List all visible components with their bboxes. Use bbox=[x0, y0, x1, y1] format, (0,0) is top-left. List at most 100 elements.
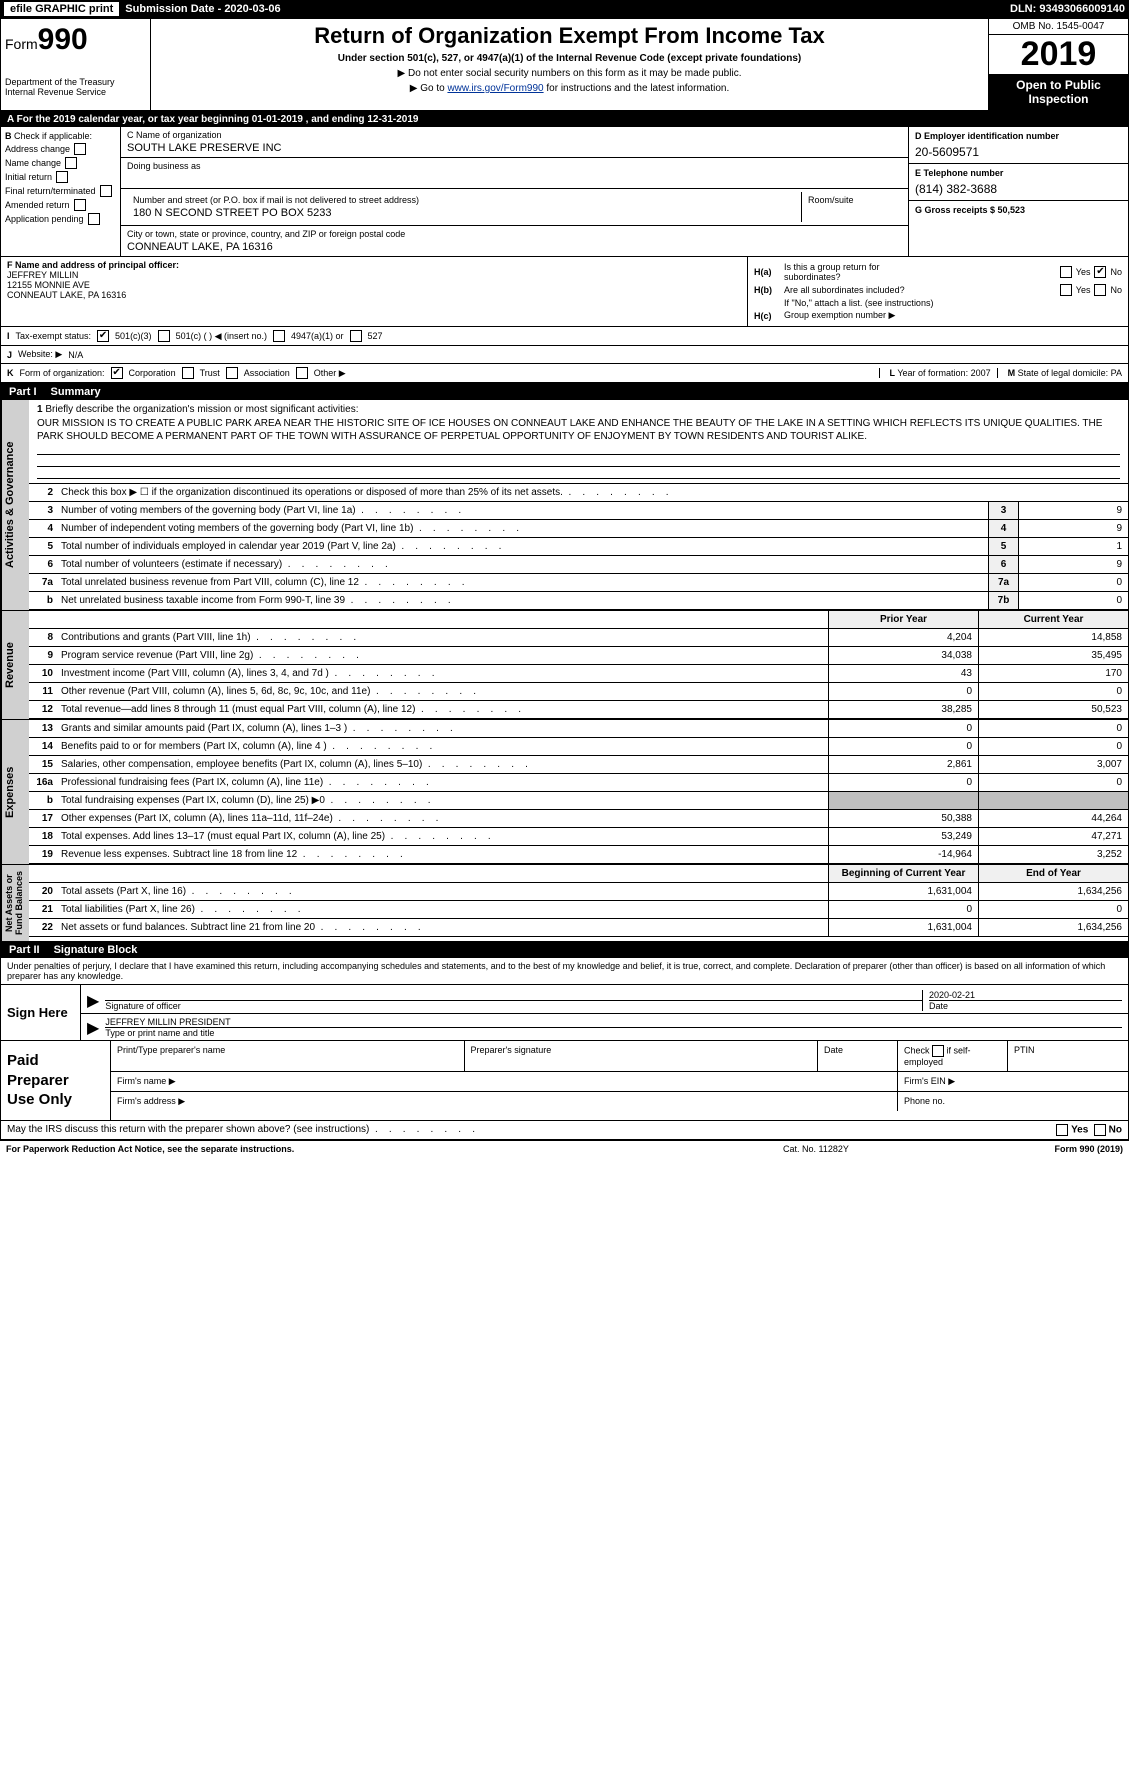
summary-row: 2Check this box ▶ ☐ if the organization … bbox=[29, 484, 1128, 502]
527-checkbox[interactable] bbox=[350, 330, 362, 342]
financial-row: 19Revenue less expenses. Subtract line 1… bbox=[29, 846, 1128, 864]
addr-label: Number and street (or P.O. box if mail i… bbox=[133, 195, 795, 205]
dln: DLN: 93493066009140 bbox=[1010, 3, 1125, 15]
paid-preparer-block: Paid Preparer Use Only Print/Type prepar… bbox=[1, 1041, 1128, 1121]
financial-row: bTotal fundraising expenses (Part IX, co… bbox=[29, 792, 1128, 810]
financial-row: 13Grants and similar amounts paid (Part … bbox=[29, 720, 1128, 738]
org-name: SOUTH LAKE PRESERVE INC bbox=[127, 142, 902, 154]
discuss-no-checkbox[interactable] bbox=[1094, 1124, 1106, 1136]
omb-number: OMB No. 1545-0047 bbox=[989, 19, 1128, 35]
h-block: H(a) Is this a group return for subordin… bbox=[748, 257, 1128, 326]
officer-name: JEFFREY MILLIN bbox=[7, 270, 741, 280]
f-block: F Name and address of principal officer:… bbox=[1, 257, 748, 326]
b-checkbox[interactable] bbox=[65, 157, 77, 169]
part-1-header: Part I Summary bbox=[1, 384, 1128, 400]
ein-value: 20-5609571 bbox=[915, 145, 1122, 159]
header-mid: Return of Organization Exempt From Incom… bbox=[151, 19, 988, 110]
phone-value: (814) 382-3688 bbox=[915, 182, 1122, 196]
ein-label: D Employer identification number bbox=[915, 131, 1122, 141]
501c-checkbox[interactable] bbox=[158, 330, 170, 342]
signature-intro: Under penalties of perjury, I declare th… bbox=[1, 958, 1128, 985]
ha-yes-checot bbox=[1060, 266, 1072, 278]
form-subtitle: Under section 501(c), 527, or 4947(a)(1)… bbox=[159, 53, 980, 64]
b-checkbox[interactable] bbox=[74, 199, 86, 211]
b-checkbox[interactable] bbox=[56, 171, 68, 183]
prior-year-header: Prior Year bbox=[828, 611, 978, 628]
phone-label: E Telephone number bbox=[915, 168, 1122, 178]
mission-text: OUR MISSION IS TO CREATE A PUBLIC PARK A… bbox=[37, 417, 1120, 443]
financial-row: 12Total revenue—add lines 8 through 11 (… bbox=[29, 701, 1128, 719]
gross-receipts: G Gross receipts $ 50,523 bbox=[915, 205, 1122, 215]
b-checkbox[interactable] bbox=[100, 185, 112, 197]
summary-row: 5Total number of individuals employed in… bbox=[29, 538, 1128, 556]
financial-row: 22Net assets or fund balances. Subtract … bbox=[29, 919, 1128, 937]
financial-row: 8Contributions and grants (Part VIII, li… bbox=[29, 629, 1128, 647]
open-to-public: Open to Public Inspection bbox=[989, 74, 1128, 110]
vtab-revenue: Revenue bbox=[1, 611, 29, 719]
name-arrow-icon: ▶ bbox=[87, 1018, 99, 1038]
form-990: Form990 Department of the Treasury Inter… bbox=[0, 18, 1129, 1141]
ijkl-block: I Tax-exempt status: 501(c)(3) 501(c) ( … bbox=[1, 327, 1128, 384]
vtab-net-assets: Net Assets or Fund Balances bbox=[1, 865, 29, 941]
city-label: City or town, state or province, country… bbox=[127, 229, 902, 239]
irs-link[interactable]: www.irs.gov/Form990 bbox=[447, 83, 543, 94]
financial-row: 20Total assets (Part X, line 16)1,631,00… bbox=[29, 883, 1128, 901]
form-title: Return of Organization Exempt From Incom… bbox=[159, 23, 980, 49]
vtab-governance: Activities & Governance bbox=[1, 400, 29, 610]
assoc-checkbox[interactable] bbox=[226, 367, 238, 379]
financial-row: 10Investment income (Part VIII, column (… bbox=[29, 665, 1128, 683]
officer-name-title: JEFFREY MILLIN PRESIDENT bbox=[105, 1017, 1122, 1028]
summary-row: 3Number of voting members of the governi… bbox=[29, 502, 1128, 520]
current-year-header: Current Year bbox=[978, 611, 1128, 628]
corp-checkbox[interactable] bbox=[111, 367, 123, 379]
financial-row: 11Other revenue (Part VIII, column (A), … bbox=[29, 683, 1128, 701]
ha-no-checkbox[interactable] bbox=[1094, 266, 1106, 278]
street-address: 180 N SECOND STREET PO BOX 5233 bbox=[133, 207, 795, 219]
financial-row: 15Salaries, other compensation, employee… bbox=[29, 756, 1128, 774]
form-prefix: Form bbox=[5, 36, 38, 52]
city-state-zip: CONNEAUT LAKE, PA 16316 bbox=[127, 241, 902, 253]
discuss-yes-checkbox[interactable] bbox=[1056, 1124, 1068, 1136]
submission-date: Submission Date - 2020-03-06 bbox=[125, 3, 280, 15]
summary-row: 4Number of independent voting members of… bbox=[29, 520, 1128, 538]
note-goto: ▶ Go to www.irs.gov/Form990 for instruct… bbox=[159, 83, 980, 94]
note-ssn: ▶ Do not enter social security numbers o… bbox=[159, 68, 980, 79]
b-checkbox[interactable] bbox=[88, 213, 100, 225]
col-b-checkboxes: B Check if applicable: Address changeNam… bbox=[1, 127, 121, 256]
efile-badge: efile GRAPHIC print bbox=[4, 2, 119, 16]
b-checkbox[interactable] bbox=[74, 143, 86, 155]
hb-no-checkbox[interactable] bbox=[1094, 284, 1106, 296]
org-name-label: C Name of organization bbox=[127, 130, 902, 140]
part-2-header: Part II Signature Block bbox=[1, 942, 1128, 958]
self-employed-checkbox[interactable] bbox=[932, 1045, 944, 1057]
financial-row: 16aProfessional fundraising fees (Part I… bbox=[29, 774, 1128, 792]
officer-addr2: CONNEAUT LAKE, PA 16316 bbox=[7, 290, 741, 300]
col-d-ein-phone: D Employer identification number 20-5609… bbox=[908, 127, 1128, 256]
summary-row: 7aTotal unrelated business revenue from … bbox=[29, 574, 1128, 592]
financial-row: 17Other expenses (Part IX, column (A), l… bbox=[29, 810, 1128, 828]
mission-block: 1 Briefly describe the organization's mi… bbox=[29, 400, 1128, 484]
501c3-checkbox[interactable] bbox=[97, 330, 109, 342]
officer-addr1: 12155 MONNIE AVE bbox=[7, 280, 741, 290]
col-c-org-info: C Name of organization SOUTH LAKE PRESER… bbox=[121, 127, 908, 256]
section-bcd: B Check if applicable: Address changeNam… bbox=[1, 127, 1128, 257]
trust-checkbox[interactable] bbox=[182, 367, 194, 379]
end-year-header: End of Year bbox=[978, 865, 1128, 882]
vtab-expenses: Expenses bbox=[1, 720, 29, 864]
hb-yes-checkbox[interactable] bbox=[1060, 284, 1072, 296]
row-a-tax-year: A For the 2019 calendar year, or tax yea… bbox=[1, 112, 1128, 127]
financial-row: 18Total expenses. Add lines 13–17 (must … bbox=[29, 828, 1128, 846]
website-value: N/A bbox=[68, 350, 83, 360]
discuss-row: May the IRS discuss this return with the… bbox=[1, 1121, 1128, 1140]
begin-year-header: Beginning of Current Year bbox=[828, 865, 978, 882]
dept-treasury: Department of the Treasury Internal Reve… bbox=[5, 77, 146, 97]
signature-arrow-icon: ▶ bbox=[87, 991, 99, 1011]
f-h-row: F Name and address of principal officer:… bbox=[1, 257, 1128, 327]
other-checkbox[interactable] bbox=[296, 367, 308, 379]
4947-checkbox[interactable] bbox=[273, 330, 285, 342]
room-suite-label: Room/suite bbox=[802, 192, 902, 222]
sign-here-block: Sign Here ▶ Signature of officer 2020-02… bbox=[1, 985, 1128, 1041]
financial-row: 14Benefits paid to or for members (Part … bbox=[29, 738, 1128, 756]
financial-row: 21Total liabilities (Part X, line 26)00 bbox=[29, 901, 1128, 919]
summary-row: bNet unrelated business taxable income f… bbox=[29, 592, 1128, 610]
